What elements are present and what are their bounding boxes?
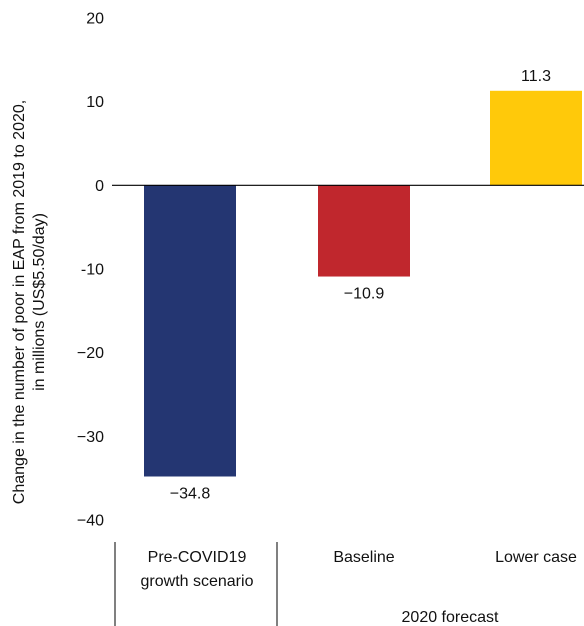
- bar-value-label: −10.9: [344, 286, 385, 303]
- y-axis-title-line-2: in millions (US$5.50/day): [31, 213, 48, 391]
- y-tick-label: −40: [77, 513, 104, 530]
- y-tick-label: −20: [77, 345, 104, 362]
- category-label: Baseline: [333, 549, 394, 566]
- category-label: growth scenario: [141, 573, 254, 590]
- category-label: Lower case: [495, 549, 577, 566]
- y-axis-title: Change in the number of poor in EAP from…: [11, 100, 48, 504]
- group-label-2020-forecast: 2020 forecast: [402, 609, 500, 626]
- y-axis-title-line-1: Change in the number of poor in EAP from…: [11, 100, 28, 504]
- category-separators: [114, 542, 278, 626]
- bar-value-label: 11.3: [521, 68, 551, 85]
- y-tick-label: 20: [86, 11, 104, 28]
- bar: [318, 185, 410, 277]
- bar: [144, 185, 236, 477]
- y-tick-label: 10: [86, 94, 104, 111]
- bar: [490, 90, 582, 186]
- y-axis-tick-labels: 20 10 0 -10 −20 −30 −40: [77, 11, 104, 530]
- y-tick-label: −30: [77, 429, 104, 446]
- category-labels: Pre-COVID19 growth scenario Baseline Lower …: [141, 549, 577, 590]
- category-label: Pre-COVID19: [148, 549, 247, 566]
- y-tick-label: 0: [95, 178, 104, 195]
- bars: [144, 90, 582, 477]
- bar-value-label: −34.8: [170, 485, 211, 502]
- bar-value-labels: −34.8 −10.9 11.3: [170, 68, 551, 503]
- y-tick-label: -10: [81, 262, 104, 279]
